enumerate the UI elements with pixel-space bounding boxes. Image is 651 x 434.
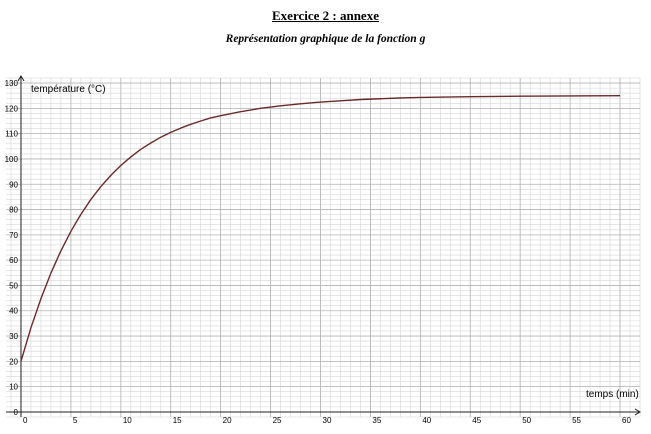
y-tick-label: 0 xyxy=(14,408,19,417)
tick-labels: 0 5 10 15 20 25 30 35 40 45 50 55 60 0 10 20 30 40 50 60 70 8… xyxy=(5,79,632,425)
y-tick-label: 10 xyxy=(9,383,18,392)
y-tick-label: 70 xyxy=(9,231,18,240)
x-tick-label: 30 xyxy=(323,416,332,425)
y-tick-label: 130 xyxy=(5,79,19,88)
page-title: Exercice 2 : annexe xyxy=(272,8,379,23)
x-tick-label: 55 xyxy=(572,416,581,425)
x-tick-label: 50 xyxy=(522,416,531,425)
y-tick-label: 60 xyxy=(9,256,18,265)
x-tick-label: 5 xyxy=(73,416,78,425)
x-tick-label: 60 xyxy=(622,416,631,425)
x-tick-label: 40 xyxy=(422,416,431,425)
x-axis-arrow xyxy=(634,408,641,416)
y-axis-arrow xyxy=(17,75,25,82)
y-tick-label: 40 xyxy=(9,307,18,316)
series-line xyxy=(20,95,621,362)
x-tick-label: 10 xyxy=(123,416,132,425)
y-tick-label: 100 xyxy=(5,155,19,164)
x-tick-label: 25 xyxy=(273,416,282,425)
y-tick-label: 90 xyxy=(9,180,18,189)
y-tick-label: 30 xyxy=(9,332,18,341)
x-tick-label: 15 xyxy=(173,416,182,425)
x-axis-label: temps (min) xyxy=(586,389,639,400)
y-tick-label: 50 xyxy=(9,281,18,290)
x-tick-label: 20 xyxy=(223,416,232,425)
y-tick-label: 120 xyxy=(5,104,19,113)
y-axis-label: température (°C) xyxy=(31,84,106,95)
y-tick-label: 110 xyxy=(5,130,18,139)
x-tick-label: 35 xyxy=(372,416,381,425)
series-group xyxy=(20,95,621,362)
y-tick-label: 20 xyxy=(9,357,18,366)
minor-grid xyxy=(6,77,641,418)
x-tick-label: 0 xyxy=(23,416,28,425)
x-tick-label: 45 xyxy=(472,416,481,425)
page-subtitle: Représentation graphique de la fonction … xyxy=(225,33,426,45)
y-tick-label: 80 xyxy=(9,206,18,215)
